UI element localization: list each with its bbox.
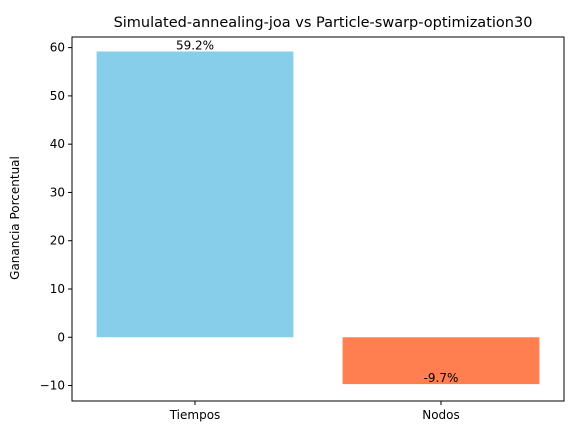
y-tick-label: 10 <box>50 282 65 296</box>
x-tick-label: Tiempos <box>169 408 221 422</box>
chart-title: Simulated-annealing-joa vs Particle-swar… <box>114 15 533 31</box>
plot-area: −10 0 10 20 30 40 50 60 Tiempos Nodos 59.2% -9.7% <box>40 36 565 422</box>
y-tick-label: 60 <box>50 41 65 55</box>
y-tick-label: 30 <box>50 185 65 199</box>
data-label: -9.7% <box>424 371 459 385</box>
y-tick-label: 50 <box>50 89 65 103</box>
y-tick-label: 20 <box>50 234 65 248</box>
y-tick-label: 40 <box>50 137 65 151</box>
y-tick-label: −10 <box>40 379 65 393</box>
x-tick-label: Nodos <box>422 408 460 422</box>
bar-nodos <box>342 337 540 385</box>
axes-frame <box>71 36 565 402</box>
bar-tiempos <box>96 51 294 338</box>
y-axis-label: Ganancia Porcentual <box>8 156 22 280</box>
data-label: 59.2% <box>176 38 214 52</box>
y-tick-label: 0 <box>57 330 65 344</box>
